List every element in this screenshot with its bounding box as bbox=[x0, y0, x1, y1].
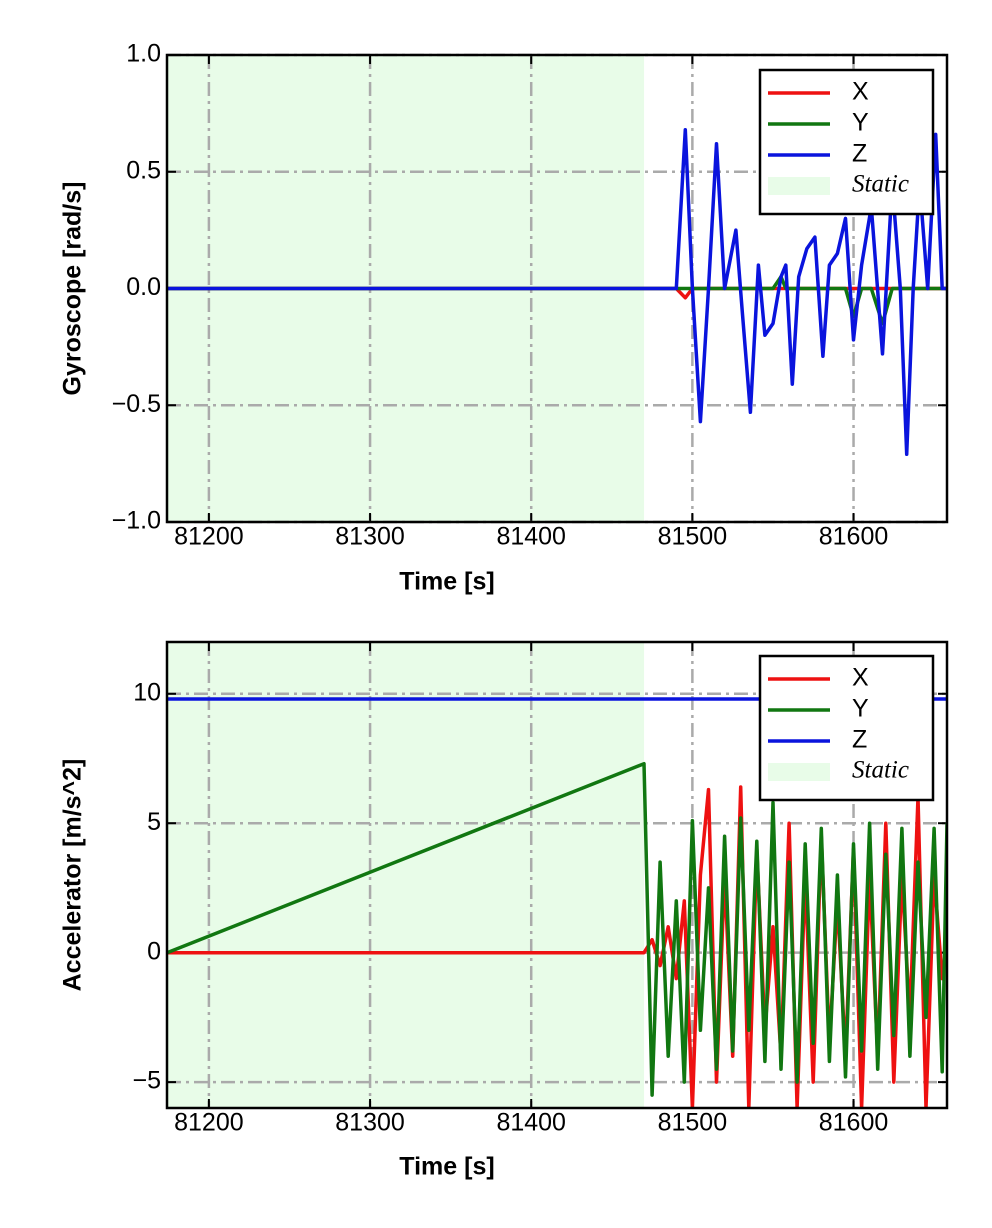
series-line bbox=[167, 761, 947, 1097]
plot-frame bbox=[165, 640, 949, 1110]
x-tick-label: 81400 bbox=[496, 1109, 566, 1137]
x-tick-label: 81200 bbox=[174, 1109, 244, 1137]
legend-swatch bbox=[768, 763, 830, 781]
y-tick-label: 5 bbox=[147, 808, 161, 836]
x-tick-label: 81400 bbox=[496, 523, 566, 551]
legend-label: Y bbox=[852, 109, 869, 137]
y-tick-label: 0.5 bbox=[126, 156, 161, 184]
x-axis-label: Time [s] bbox=[399, 568, 494, 596]
x-tick-label: 81600 bbox=[819, 523, 889, 551]
plot-frame bbox=[165, 53, 949, 524]
y-tick-label: −1.0 bbox=[112, 507, 161, 535]
x-tick-label: 81300 bbox=[335, 523, 405, 551]
x-tick-label: 81500 bbox=[658, 523, 728, 551]
x-tick-label: 81600 bbox=[819, 1109, 889, 1137]
x-tick-label: 81500 bbox=[658, 1109, 728, 1137]
legend-label: X bbox=[852, 664, 869, 692]
legend-label: Z bbox=[852, 140, 867, 168]
legend-swatch bbox=[768, 177, 830, 195]
y-tick-label: −0.5 bbox=[112, 390, 161, 418]
legend: XYZ Static bbox=[758, 68, 935, 216]
y-axis-label: Accelerator [m/s^2] bbox=[59, 759, 87, 992]
x-axis-label: Time [s] bbox=[399, 1153, 494, 1181]
static-span bbox=[167, 642, 645, 1108]
y-tick-label: −5 bbox=[132, 1067, 161, 1095]
series-line bbox=[167, 127, 947, 457]
y-tick-label: 0.0 bbox=[126, 273, 161, 301]
legend-label: Z bbox=[852, 726, 867, 754]
legend-label: X bbox=[852, 78, 869, 106]
x-tick-label: 81300 bbox=[335, 1109, 405, 1137]
legend-label: Y bbox=[852, 695, 869, 723]
x-tick-label: 81200 bbox=[174, 523, 244, 551]
legend-label: Static bbox=[852, 757, 909, 784]
legend-label: Static bbox=[852, 171, 909, 198]
legend: XYZ Static bbox=[758, 654, 935, 802]
y-axis-label: Gyroscope [rad/s] bbox=[59, 182, 87, 396]
y-tick-label: 10 bbox=[133, 678, 161, 706]
y-tick-label: 0 bbox=[147, 937, 161, 965]
y-tick-label: 1.0 bbox=[126, 40, 161, 68]
